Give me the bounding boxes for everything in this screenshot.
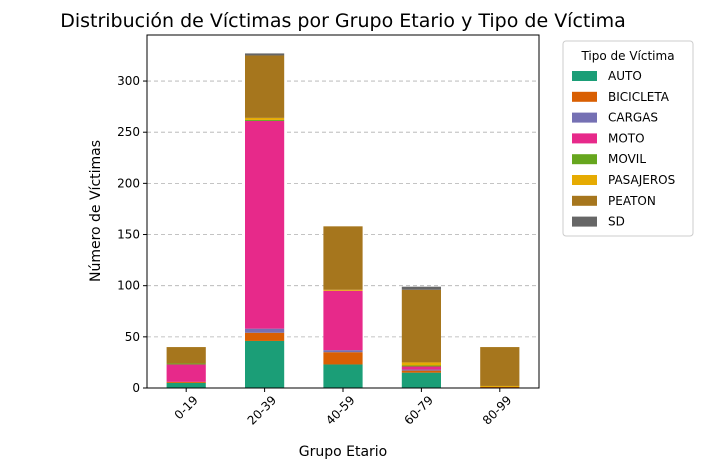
chart-title: Distribución de Víctimas por Grupo Etari… [60, 10, 626, 32]
legend-swatch [572, 112, 597, 123]
legend-swatch [572, 91, 597, 102]
legend-label: PEATON [608, 194, 656, 208]
bar-segment [480, 385, 520, 387]
legend-swatch [572, 154, 597, 165]
bar-segment [401, 370, 441, 373]
x-axis-label: Grupo Etario [299, 444, 388, 460]
legend-swatch [572, 133, 597, 144]
x-tick-label: 0-19 [172, 393, 201, 422]
legend-label: MOVIL [608, 152, 646, 166]
x-tick-label: 20-39 [245, 393, 280, 428]
bar-segment [480, 347, 520, 386]
legend: Tipo de Víctima AUTO BICICLETA CARGAS MOTO M… [562, 40, 694, 237]
bar-segment [166, 363, 206, 365]
legend-swatch [572, 175, 597, 185]
bar-segment [245, 340, 285, 388]
bar-segment [245, 55, 285, 118]
legend-title: Tipo de Víctima [580, 49, 674, 63]
y-tick-label: 300 [117, 74, 140, 88]
bar-segment [401, 362, 441, 366]
bar-segment [166, 381, 206, 383]
legend-box [562, 40, 694, 237]
x-tick-label: 60-79 [401, 393, 436, 428]
legend-label: AUTO [608, 69, 642, 83]
bar-segment [401, 289, 441, 363]
y-tick-label: 100 [117, 279, 140, 293]
legend-label: PASAJEROS [608, 173, 675, 187]
x-tick-label: 40-59 [323, 393, 358, 428]
y-tick-label: 200 [117, 176, 140, 190]
x-axis-ticks: 0-19 20-39 40-59 60-79 80-99 [172, 388, 515, 428]
legend-label: SD [608, 215, 625, 229]
y-tick-label: 0 [132, 381, 140, 395]
y-tick-label: 50 [125, 330, 140, 344]
legend-swatch [572, 71, 597, 81]
bar-segment [245, 119, 285, 121]
bar-segment [480, 386, 520, 388]
y-tick-label: 250 [117, 125, 140, 139]
x-tick-label: 80-99 [480, 393, 515, 428]
bar-segment [166, 347, 206, 364]
bar-segment [323, 290, 363, 351]
bar-segment [401, 369, 441, 371]
bars [166, 53, 520, 388]
legend-label: MOTO [608, 131, 645, 145]
legend-swatch [572, 216, 597, 227]
bar-segment [166, 364, 206, 382]
bar-segment [245, 328, 285, 333]
legend-items: AUTO BICICLETA CARGAS MOTO MOVIL PASAJEROS PEA… [572, 69, 675, 229]
bar-segment [323, 352, 363, 365]
bar-segment [401, 366, 441, 370]
y-tick-label: 150 [117, 228, 140, 242]
bar-segment [323, 289, 363, 291]
bar-segment [166, 382, 206, 388]
bar-segment [323, 350, 363, 353]
y-axis-ticks: 0 50 100 150 200 250 300 [117, 74, 147, 395]
bar-segment [323, 364, 363, 388]
bar-segment [401, 286, 441, 290]
bar-segment [245, 120, 285, 329]
legend-label: CARGAS [608, 111, 658, 125]
bar-segment [245, 332, 285, 341]
bar-segment [401, 372, 441, 388]
legend-label: BICICLETA [608, 90, 670, 104]
bar-segment [401, 365, 441, 367]
bar-segment [245, 117, 285, 120]
bar-segment [323, 226, 363, 290]
bar-segment [245, 53, 285, 56]
legend-swatch [572, 195, 597, 206]
y-axis-label: Número de Víctimas [88, 140, 104, 282]
